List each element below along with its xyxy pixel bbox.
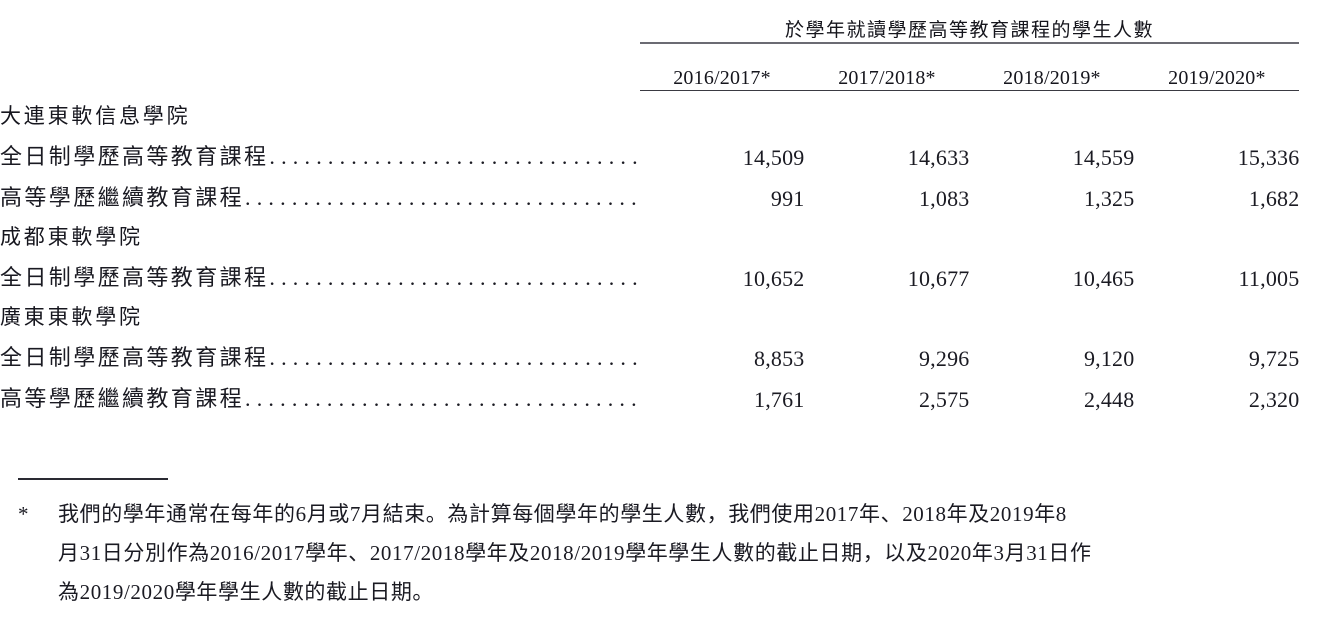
year-header-row: 2016/2017* 2017/2018* 2018/2019* 2019/20…: [0, 43, 1329, 91]
row-right-pad: [1299, 130, 1329, 171]
row-label: 高等學歷繼續教育課程: [0, 185, 245, 210]
group-header-fill: [640, 91, 1329, 131]
group-header-fill: [640, 212, 1329, 251]
dot-leader: ........................................…: [269, 265, 639, 290]
span-header-spacer: [0, 0, 640, 43]
column-header-2019-2020: 2019/2020*: [1134, 43, 1300, 91]
year-header-label-cell: [0, 43, 640, 91]
cell-value: 9,296: [918, 346, 970, 371]
span-header-row: 於學年就讀學歷高等教育課程的學生人數: [0, 0, 1329, 44]
row-label: 全日制學歷高等教育課程: [0, 144, 269, 169]
group-header-row: 廣東東軟學院: [0, 292, 1329, 331]
cell-value: 991: [770, 186, 805, 211]
dot-leader: ........................................…: [245, 386, 640, 411]
cell-value: 2,575: [918, 387, 970, 412]
footnote-line: 月31日分別作為2016/2017學年、2017/2018學年及2018/201…: [58, 541, 1092, 565]
row-right-pad: [1299, 372, 1329, 413]
cell-value: 1,682: [1248, 186, 1300, 211]
span-header-title: 於學年就讀學歷高等教育課程的學生人數: [639, 0, 1300, 44]
table-body: 大連東軟信息學院 全日制學歷高等教育課程 ...................…: [0, 91, 1329, 414]
cell-value: 10,652: [742, 266, 805, 291]
cell-value: 14,559: [1072, 145, 1135, 170]
span-header-right-pad: [1299, 0, 1329, 43]
row-label-cell: 高等學歷繼續教育課程 .............................…: [0, 171, 640, 212]
cell-value: 1,083: [918, 186, 970, 211]
cell-value: 14,509: [742, 145, 805, 170]
row-right-pad: [1299, 171, 1329, 212]
dot-leader: ........................................…: [269, 144, 639, 169]
row-label-cell: 全日制學歷高等教育課程 ............................…: [0, 331, 640, 372]
table-row: 高等學歷繼續教育課程 .............................…: [0, 372, 1329, 413]
cell-value: 1,325: [1083, 186, 1135, 211]
row-label: 高等學歷繼續教育課程: [0, 386, 245, 411]
group-name-guangdong: 廣東東軟學院: [0, 306, 143, 329]
row-right-pad: [1299, 251, 1329, 292]
table-row: 全日制學歷高等教育課程 ............................…: [0, 130, 1329, 171]
table-row: 高等學歷繼續教育課程 .............................…: [0, 171, 1329, 212]
row-right-pad: [1299, 331, 1329, 372]
group-header-fill: [640, 292, 1329, 331]
column-header-2018-2019: 2018/2019*: [969, 43, 1135, 91]
cell-value: 14,633: [907, 145, 970, 170]
row-label-cell: 高等學歷繼續教育課程 .............................…: [0, 372, 640, 413]
year-header-right-pad: [1299, 43, 1329, 91]
table-row: 全日制學歷高等教育課程 ............................…: [0, 331, 1329, 372]
column-header-2017-2018: 2017/2018*: [804, 43, 970, 91]
footnote-divider: [18, 478, 168, 480]
group-header-row: 成都東軟學院: [0, 212, 1329, 251]
group-name-dalian: 大連東軟信息學院: [0, 105, 191, 128]
student-enrollment-table: 於學年就讀學歷高等教育課程的學生人數 2016/2017* 2017/2018*…: [0, 0, 1329, 414]
column-header-2016-2017: 2016/2017*: [639, 43, 805, 91]
footnote-line: 為2019/2020學年學生人數的截止日期。: [58, 580, 435, 604]
cell-value: 2,448: [1083, 387, 1135, 412]
dot-leader: ........................................…: [245, 185, 640, 210]
row-label: 全日制學歷高等教育課程: [0, 345, 269, 370]
cell-value: 10,677: [907, 266, 970, 291]
cell-value: 1,761: [754, 387, 805, 412]
table-header: 於學年就讀學歷高等教育課程的學生人數 2016/2017* 2017/2018*…: [0, 0, 1329, 91]
cell-value: 2,320: [1248, 387, 1300, 412]
table-row: 全日制學歷高等教育課程 ............................…: [0, 251, 1329, 292]
dot-leader: ........................................…: [269, 345, 639, 370]
group-header-row: 大連東軟信息學院: [0, 91, 1329, 131]
cell-value: 11,005: [1238, 266, 1300, 291]
cell-value: 9,725: [1248, 346, 1300, 371]
cell-value: 10,465: [1072, 266, 1135, 291]
group-name-chengdu: 成都東軟學院: [0, 226, 143, 249]
row-label: 全日制學歷高等教育課程: [0, 265, 269, 290]
footnote-text: * 我們的學年通常在每年的6月或7月結束。為計算每個學年的學生人數，我們使用20…: [0, 495, 1329, 612]
footnote-marker: *: [18, 502, 30, 526]
row-label-cell: 全日制學歷高等教育課程 ............................…: [0, 251, 640, 292]
footnote-line: 我們的學年通常在每年的6月或7月結束。為計算每個學年的學生人數，我們使用2017…: [58, 502, 1067, 526]
row-label-cell: 全日制學歷高等教育課程 ............................…: [0, 130, 640, 171]
cell-value: 15,336: [1237, 145, 1300, 170]
cell-value: 8,853: [754, 346, 805, 371]
cell-value: 9,120: [1083, 346, 1135, 371]
footnote-section: * 我們的學年通常在每年的6月或7月結束。為計算每個學年的學生人數，我們使用20…: [0, 478, 1329, 612]
